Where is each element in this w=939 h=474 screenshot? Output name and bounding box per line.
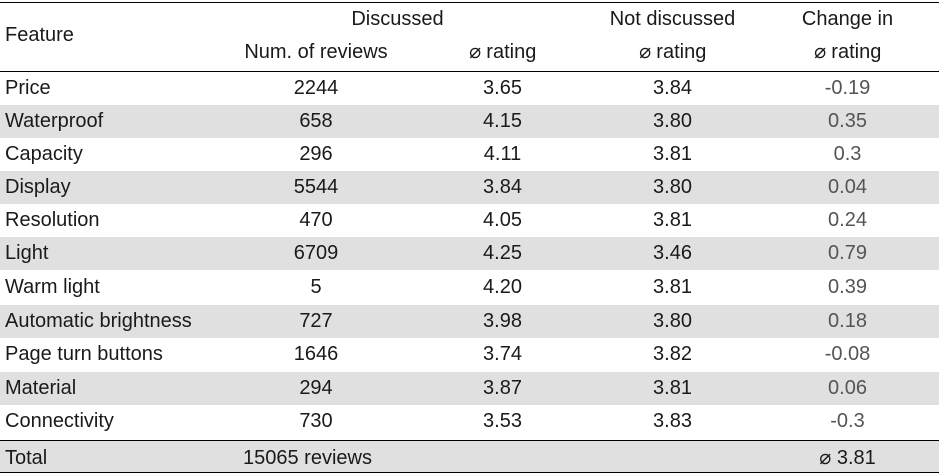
rating-discussed-cell: 3.98 — [483, 310, 522, 332]
num-reviews-cell: 5 — [310, 276, 322, 298]
feature-cell: Light — [5, 242, 49, 264]
feature-cell: Capacity — [5, 143, 83, 165]
num-reviews-cell: 6709 — [293, 242, 339, 264]
rating-label: rating — [486, 41, 537, 63]
table-row: Display 5544 3.84 3.80 0.04 — [0, 171, 939, 204]
table-row: Warm light 5 4.20 3.81 0.39 — [0, 271, 939, 304]
table-row: Page turn buttons 1646 3.74 3.82 -0.08 — [0, 338, 939, 371]
feature-cell: Display — [5, 176, 71, 198]
change-cell: -0.08 — [824, 343, 871, 365]
header-rule — [0, 71, 939, 72]
table-row: Resolution 470 4.05 3.81 0.24 — [0, 204, 939, 237]
feature-cell: Waterproof — [5, 110, 104, 132]
rating-discussed-cell: 4.11 — [483, 143, 522, 165]
num-reviews-cell: 5544 — [293, 176, 339, 198]
feature-cell: Page turn buttons — [5, 343, 163, 365]
table-row: Capacity 296 4.11 3.81 0.3 — [0, 138, 939, 171]
num-reviews-cell: 2244 — [293, 77, 339, 99]
change-cell: -0.3 — [830, 410, 865, 432]
num-reviews-cell: 658 — [299, 110, 333, 132]
rating-label: rating — [831, 41, 882, 63]
rating-discussed-cell: 3.74 — [483, 343, 522, 365]
header-not-discussed: Not discussed — [609, 8, 736, 30]
rating-label: rating — [656, 41, 707, 63]
table-row: Automatic brightness 727 3.98 3.80 0.18 — [0, 305, 939, 338]
change-cell: 0.79 — [828, 242, 867, 264]
num-reviews-cell: 294 — [299, 377, 333, 399]
rating-not-discussed-cell: 3.80 — [653, 176, 692, 198]
change-cell: 0.24 — [828, 209, 867, 231]
rating-discussed-cell: 3.87 — [483, 377, 522, 399]
table-row: Waterproof 658 4.15 3.80 0.35 — [0, 105, 939, 138]
change-cell: 0.04 — [828, 176, 867, 198]
rating-not-discussed-cell: 3.82 — [653, 343, 692, 365]
change-cell: -0.19 — [824, 77, 871, 99]
rating-not-discussed-cell: 3.81 — [653, 209, 692, 231]
avg-symbol: ⌀ — [638, 41, 651, 63]
rating-discussed-cell: 3.65 — [483, 77, 522, 99]
table-row: Light 6709 4.25 3.46 0.79 — [0, 237, 939, 270]
change-cell: 0.35 — [828, 110, 867, 132]
rating-discussed-cell: 4.15 — [483, 110, 522, 132]
feature-cell: Price — [5, 77, 51, 99]
top-rule — [0, 2, 939, 3]
header-discussed: Discussed — [351, 8, 444, 30]
num-reviews-cell: 727 — [299, 310, 333, 332]
total-label: Total — [5, 447, 48, 469]
table-row: Material 294 3.87 3.81 0.06 — [0, 372, 939, 405]
num-reviews-cell: 470 — [299, 209, 333, 231]
total-reviews: 15065 reviews — [243, 447, 372, 469]
table-row: Connectivity 730 3.53 3.83 -0.3 — [0, 405, 939, 438]
rating-discussed-cell: 4.05 — [483, 209, 522, 231]
header-not-discussed-rating: ⌀ rating — [600, 40, 745, 64]
header-num-reviews: Num. of reviews — [244, 41, 388, 63]
num-reviews-cell: 730 — [299, 410, 333, 432]
rating-discussed-cell: 3.53 — [483, 410, 522, 432]
rating-not-discussed-cell: 3.84 — [653, 77, 692, 99]
num-reviews-cell: 1646 — [293, 343, 339, 365]
num-reviews-cell: 296 — [299, 143, 333, 165]
rating-discussed-cell: 4.20 — [483, 276, 522, 298]
rating-not-discussed-cell: 3.46 — [653, 242, 692, 264]
change-cell: 0.18 — [828, 310, 867, 332]
avg-symbol: ⌀ — [468, 41, 481, 63]
rating-not-discussed-cell: 3.80 — [653, 110, 692, 132]
header-change-rating: ⌀ rating — [780, 40, 915, 64]
table-row: Price 2244 3.65 3.84 -0.19 — [0, 72, 939, 105]
change-cell: 0.3 — [833, 143, 862, 165]
header-change-in: Change in — [801, 8, 894, 30]
rating-discussed-cell: 3.84 — [483, 176, 522, 198]
feature-cell: Automatic brightness — [5, 310, 192, 332]
feature-cell: Warm light — [5, 276, 100, 298]
rating-not-discussed-cell: 3.81 — [653, 143, 692, 165]
feature-cell: Material — [5, 377, 77, 399]
rating-discussed-cell: 4.25 — [483, 242, 522, 264]
feature-cell: Resolution — [5, 209, 100, 231]
header-discussed-rating: ⌀ rating — [440, 40, 565, 64]
total-average: ⌀ 3.81 — [819, 447, 876, 469]
total-rule — [0, 440, 939, 441]
rating-not-discussed-cell: 3.81 — [653, 377, 692, 399]
avg-symbol: ⌀ — [813, 41, 826, 63]
bottom-rule — [0, 472, 939, 473]
change-cell: 0.06 — [828, 377, 867, 399]
rating-not-discussed-cell: 3.81 — [653, 276, 692, 298]
feature-cell: Connectivity — [5, 410, 114, 432]
total-row: Total 15065 reviews ⌀ 3.81 — [0, 441, 939, 472]
change-cell: 0.39 — [828, 276, 867, 298]
rating-not-discussed-cell: 3.80 — [653, 310, 692, 332]
rating-not-discussed-cell: 3.83 — [653, 410, 692, 432]
header-feature: Feature — [5, 24, 74, 46]
